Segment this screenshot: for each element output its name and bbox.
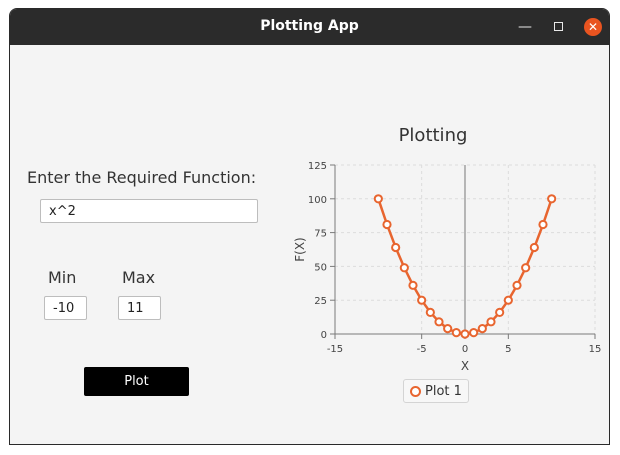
data-point (477, 323, 487, 334)
function-input[interactable] (40, 199, 258, 223)
data-point (521, 263, 531, 273)
data-point (512, 280, 522, 290)
data-point (373, 194, 383, 204)
app-window: Plotting App — ✕ Enter the Required Func… (9, 8, 610, 445)
data-point (425, 307, 435, 317)
data-point (399, 263, 409, 273)
close-button[interactable]: ✕ (584, 18, 602, 36)
legend-symbol (410, 385, 421, 397)
min-label: Min (48, 268, 77, 287)
y-tick-label: 75 (314, 229, 327, 240)
minimize-icon: — (518, 19, 532, 35)
x-tick-label: 5 (505, 344, 511, 355)
window-title: Plotting App (260, 18, 359, 34)
title-bar: Plotting App — ✕ (10, 9, 609, 45)
max-input[interactable] (118, 296, 161, 320)
data-point (495, 307, 505, 317)
data-point (469, 328, 479, 338)
data-point (538, 219, 548, 230)
chart-legend: Plot 1 (403, 379, 469, 403)
data-point (451, 328, 461, 338)
maximize-icon (553, 21, 563, 31)
data-point (529, 242, 539, 253)
data-point (486, 317, 496, 327)
x-tick-label: -15 (327, 344, 343, 355)
y-tick-label: 0 (321, 330, 327, 341)
data-point (547, 194, 557, 204)
x-tick-label: 15 (589, 344, 602, 355)
close-icon: ✕ (587, 20, 599, 34)
data-point (460, 329, 470, 339)
y-axis-title: F(X) (293, 237, 307, 262)
plot-button[interactable]: Plot (84, 367, 189, 396)
data-point (382, 219, 392, 230)
minimize-button[interactable]: — (516, 18, 534, 36)
x-tick-label: 0 (462, 344, 468, 355)
y-tick-label: 100 (308, 195, 327, 206)
data-point (443, 323, 453, 334)
maximize-button[interactable] (549, 18, 567, 36)
data-point (391, 242, 401, 253)
data-point (417, 295, 427, 305)
x-tick-label: -5 (417, 344, 427, 355)
min-input[interactable] (44, 296, 87, 320)
max-label: Max (122, 268, 156, 287)
main-content: Enter the Required Function: Min Max Plo… (10, 45, 609, 444)
chart-area: -15 -5 0 5 15 0 25 50 75 100 125 X F(X) (293, 161, 602, 373)
function-prompt-label: Enter the Required Function: (27, 168, 257, 187)
chart-title: Plotting (398, 125, 468, 146)
x-axis-title: X (461, 359, 469, 373)
y-tick-label: 25 (314, 296, 327, 307)
data-point (503, 295, 513, 305)
y-tick-label: 50 (314, 262, 327, 273)
legend-label: Plot 1 (425, 383, 462, 399)
y-tick-label: 125 (308, 161, 327, 172)
data-point (434, 317, 444, 327)
data-point (408, 280, 418, 290)
